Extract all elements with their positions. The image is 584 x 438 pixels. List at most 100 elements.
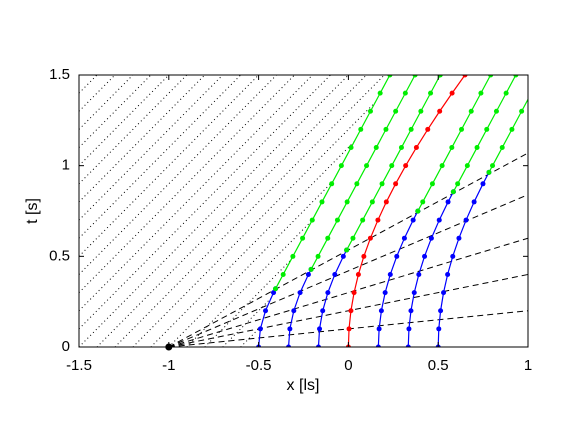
worldline-point — [361, 253, 367, 259]
worldline-point — [348, 308, 354, 314]
worldline-point — [463, 217, 469, 223]
worldline-point — [346, 326, 352, 332]
worldline-point — [387, 75, 393, 78]
worldline-point — [415, 208, 421, 214]
worldline-point — [406, 326, 412, 332]
worldline-point — [393, 108, 399, 114]
worldline-point — [305, 271, 311, 277]
worldline-point — [360, 217, 366, 223]
worldline-point — [319, 199, 325, 205]
worldline-point — [513, 75, 519, 78]
light-line — [96, 75, 367, 347]
worldline-point — [418, 108, 424, 114]
worldline-point — [422, 253, 428, 259]
worldline-point — [529, 91, 534, 96]
light-line — [79, 75, 349, 347]
worldline-point — [445, 271, 451, 277]
worldline-point — [478, 90, 484, 96]
y-tick-label: 1 — [62, 157, 70, 174]
y-tick-label: 1.5 — [49, 66, 70, 83]
worldline-point — [340, 253, 346, 259]
worldline-point — [369, 199, 375, 205]
worldline-point — [519, 108, 525, 114]
light-line — [79, 75, 98, 94]
worldline-point — [334, 217, 340, 223]
worldline-point — [309, 217, 315, 223]
worldline-point — [354, 181, 360, 187]
worldline-point — [332, 271, 338, 277]
worldline — [346, 75, 441, 251]
y-axis-label: t [s] — [24, 198, 41, 224]
worldline-point — [373, 145, 379, 151]
worldline-point — [437, 75, 443, 78]
worldline-point — [287, 326, 293, 332]
worldline-point — [257, 326, 263, 332]
light-line — [79, 75, 295, 293]
worldline-point — [315, 253, 321, 259]
worldline-point — [398, 145, 404, 151]
worldline-point — [403, 163, 409, 169]
simultaneity-line — [168, 237, 528, 347]
light-line — [79, 75, 313, 312]
x-tick-label: -1.5 — [66, 357, 92, 374]
light-line — [79, 75, 152, 148]
worldline-point — [490, 163, 496, 169]
worldline-point — [456, 235, 462, 241]
light-line — [240, 326, 262, 347]
worldline-point — [394, 253, 400, 259]
worldline-point — [401, 235, 407, 241]
worldline-point — [486, 169, 492, 175]
worldline-point — [509, 126, 515, 132]
worldline-point — [539, 73, 544, 78]
worldline-point — [438, 308, 444, 314]
worldline-point — [408, 308, 414, 314]
worldline-point — [449, 145, 455, 151]
worldline-point — [450, 189, 456, 195]
worldline — [452, 75, 517, 193]
worldline-point — [387, 271, 393, 277]
worldline-point — [375, 344, 381, 347]
worldline-point — [413, 145, 419, 151]
worldline-point — [441, 290, 447, 296]
light-line — [79, 75, 224, 221]
worldline-point — [367, 108, 373, 114]
light-line — [168, 180, 334, 347]
worldline-point — [428, 235, 434, 241]
worldline-point — [405, 344, 411, 347]
worldline-point — [468, 108, 474, 114]
worldline — [407, 191, 454, 347]
worldline-point — [439, 163, 445, 169]
worldline — [347, 75, 466, 347]
worldline-point — [290, 253, 296, 259]
worldline-point — [455, 181, 461, 187]
worldline-point — [503, 90, 509, 96]
worldline-point — [429, 181, 435, 187]
worldline-point — [449, 90, 455, 96]
light-line — [132, 101, 376, 347]
worldline-point — [428, 90, 434, 96]
worldline-point — [344, 199, 350, 205]
worldline-point — [436, 217, 442, 223]
light-line — [186, 220, 313, 347]
worldline — [287, 269, 312, 347]
worldline-point — [459, 126, 465, 132]
worldline-point — [355, 271, 361, 277]
worldline-point — [263, 308, 269, 314]
worldline-point — [378, 308, 384, 314]
worldline-point — [412, 75, 418, 78]
worldline-point — [375, 217, 381, 223]
worldline — [488, 98, 528, 173]
worldline-point — [308, 266, 314, 272]
worldline-point — [474, 145, 480, 151]
light-line — [204, 259, 292, 347]
worldline-point — [325, 290, 331, 296]
light-line — [79, 75, 277, 275]
plot-area — [79, 73, 544, 347]
worldline-point — [402, 90, 408, 96]
worldline-point — [348, 145, 354, 151]
worldline-point — [471, 199, 477, 205]
worldline-point — [383, 126, 389, 132]
worldline-point — [450, 253, 456, 259]
